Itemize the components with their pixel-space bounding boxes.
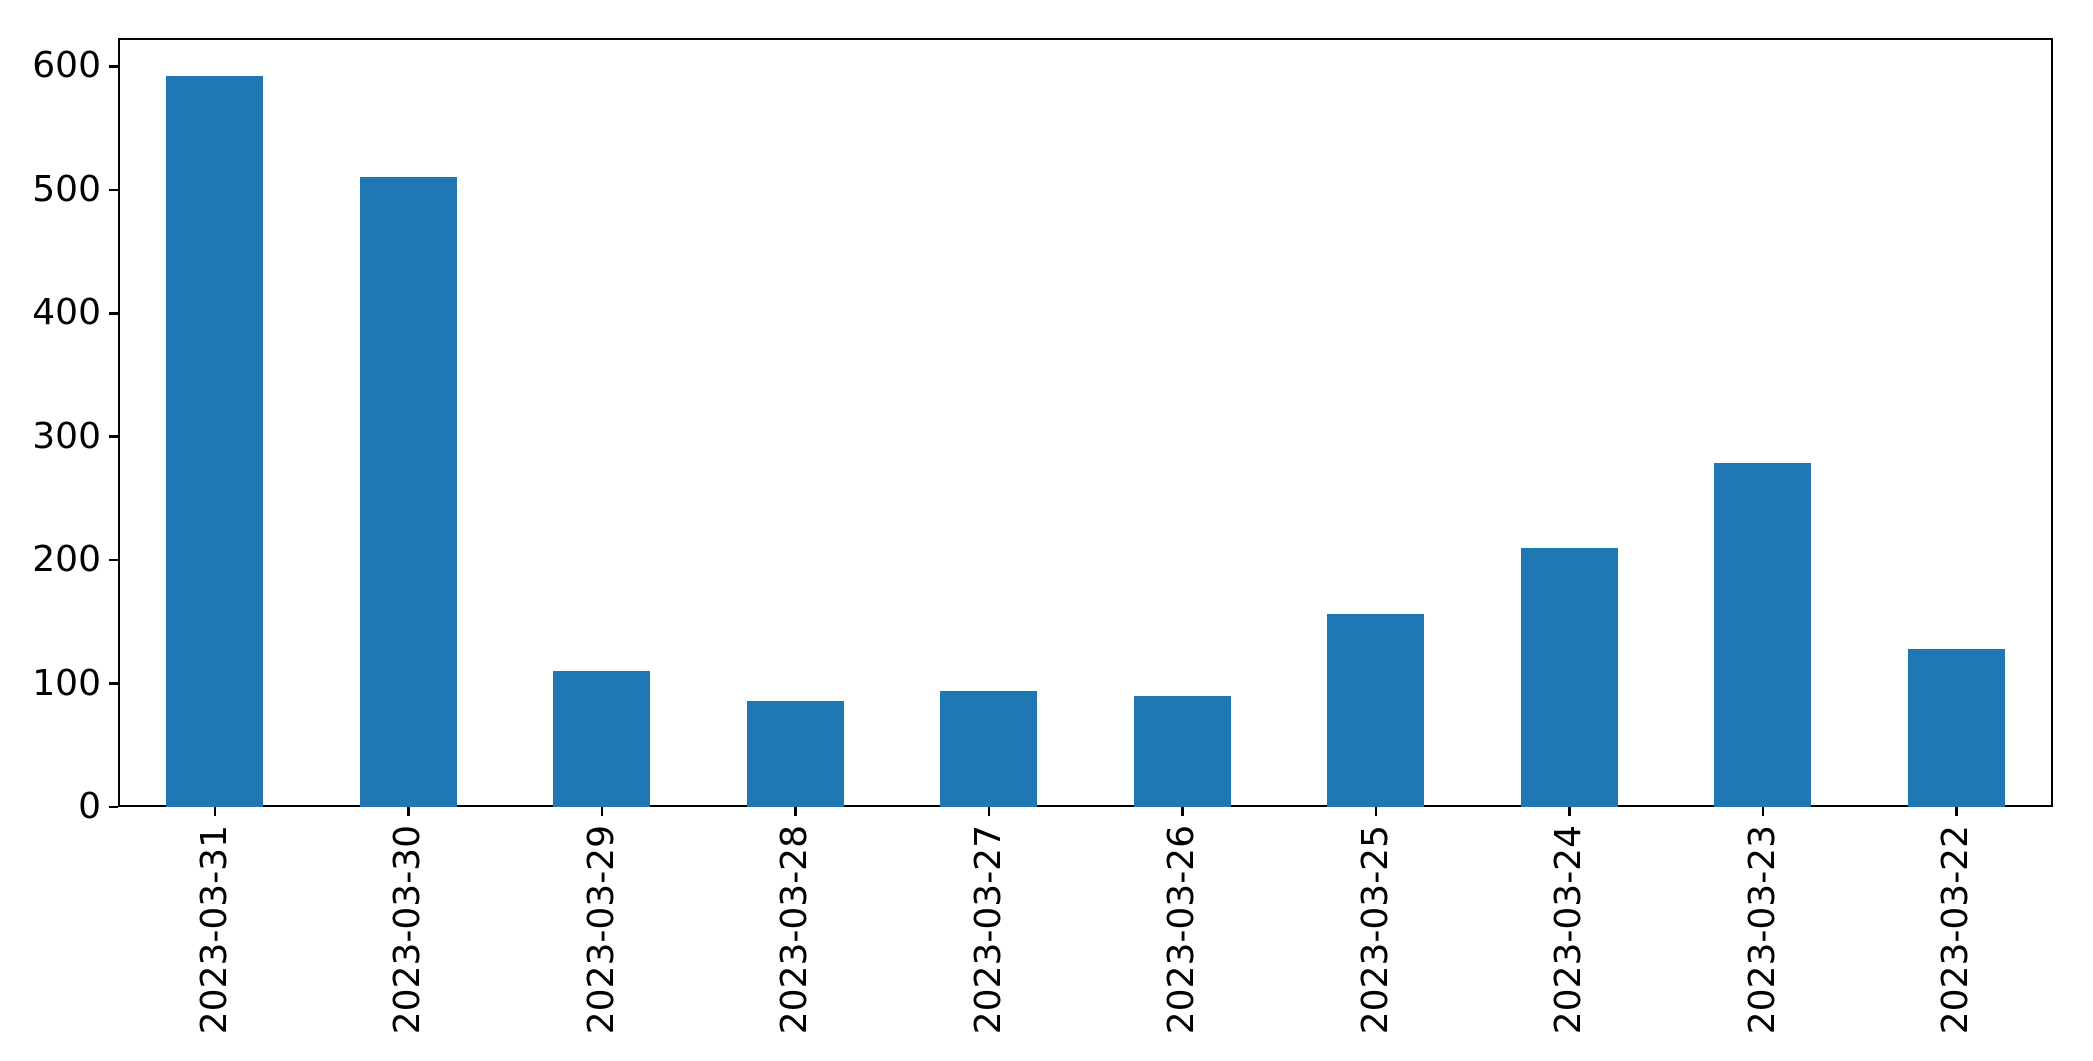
x-tick-mark [213, 807, 216, 816]
x-tick-mark [1761, 807, 1764, 816]
x-tick-mark [794, 807, 797, 816]
bar-2023-03-23 [1714, 462, 1812, 807]
x-tick-label: 2023-03-29 [580, 825, 622, 1035]
x-tick-label: 2023-03-26 [1161, 825, 1203, 1035]
y-tick-label: 600 [32, 45, 101, 87]
bar-2023-03-31 [166, 76, 264, 807]
y-tick-label: 0 [78, 786, 101, 827]
bar-2023-03-27 [940, 690, 1038, 807]
y-tick-mark [109, 682, 118, 685]
y-tick-mark [109, 188, 118, 192]
bar-2023-03-28 [746, 700, 844, 807]
x-tick-label: 2023-03-24 [1548, 825, 1590, 1035]
bar-2023-03-29 [553, 671, 651, 807]
y-tick-mark [109, 558, 118, 562]
x-tick-label: 2023-03-30 [387, 825, 429, 1035]
x-tick-mark [407, 807, 410, 816]
y-tick-label: 300 [32, 415, 101, 457]
bar-2023-03-25 [1327, 614, 1425, 807]
x-tick-mark [987, 807, 990, 816]
y-tick-mark [109, 435, 118, 438]
x-tick-label: 2023-03-25 [1354, 825, 1396, 1035]
x-tick-label: 2023-03-28 [774, 825, 816, 1035]
y-tick-mark [109, 65, 118, 68]
x-tick-mark [600, 807, 603, 816]
y-tick-label: 100 [32, 662, 101, 704]
bar-2023-03-30 [359, 177, 457, 807]
x-tick-mark [1181, 807, 1184, 816]
bar-2023-03-22 [1907, 649, 2005, 807]
x-tick-mark [1568, 807, 1571, 816]
y-tick-label: 200 [32, 539, 101, 581]
x-tick-label: 2023-03-31 [193, 825, 235, 1035]
x-tick-label: 2023-03-23 [1741, 825, 1783, 1035]
bar-2023-03-26 [1133, 695, 1231, 807]
x-tick-label: 2023-03-22 [1935, 825, 1977, 1035]
x-tick-mark [1955, 807, 1958, 816]
x-tick-mark [1374, 807, 1377, 816]
y-tick-label: 500 [32, 168, 101, 210]
y-tick-label: 400 [32, 292, 101, 334]
y-tick-mark [109, 312, 118, 315]
bar-2023-03-24 [1520, 547, 1618, 807]
y-tick-mark [109, 805, 118, 809]
x-tick-label: 2023-03-27 [967, 825, 1009, 1035]
